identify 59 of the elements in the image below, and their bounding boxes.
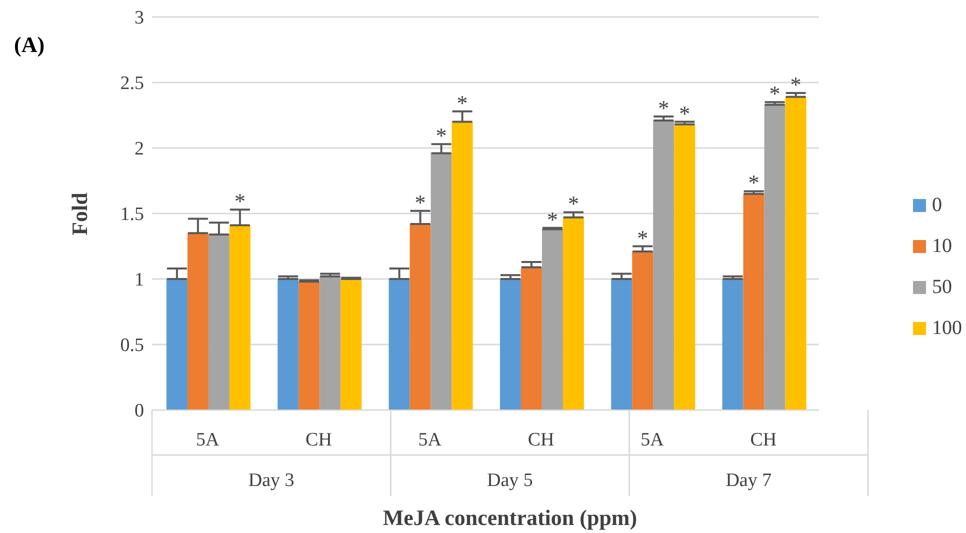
bar bbox=[743, 194, 764, 410]
x-tick-label: CH bbox=[750, 429, 777, 450]
data-label: * bbox=[414, 190, 426, 215]
data-label: * bbox=[436, 123, 447, 148]
data-label: * bbox=[748, 170, 760, 196]
bar bbox=[611, 279, 632, 410]
x-tick-label: CH bbox=[306, 429, 332, 450]
bar bbox=[298, 282, 320, 410]
data-label: * bbox=[658, 96, 670, 121]
data-label: * bbox=[679, 100, 690, 126]
bar bbox=[166, 279, 188, 410]
bar bbox=[764, 104, 786, 410]
y-axis-title: Fold bbox=[67, 192, 93, 235]
bar bbox=[187, 233, 208, 410]
bar bbox=[229, 225, 250, 410]
bar bbox=[500, 279, 521, 410]
data-label: * bbox=[637, 225, 648, 250]
bar bbox=[320, 276, 341, 410]
bar bbox=[278, 279, 299, 410]
data-label: * bbox=[456, 90, 468, 116]
text: Day 5 bbox=[486, 470, 534, 492]
bar bbox=[632, 251, 654, 410]
data-label: * bbox=[790, 72, 802, 97]
data-label: * bbox=[769, 81, 780, 106]
legend-label: 50 bbox=[932, 276, 952, 298]
y-tick-label: 2.5 bbox=[120, 73, 144, 94]
y-tick-label: 3 bbox=[134, 8, 144, 29]
legend-label: 0 bbox=[932, 194, 942, 216]
x-tick-label: 5A bbox=[418, 429, 442, 450]
data-label: * bbox=[234, 188, 246, 214]
bar bbox=[542, 229, 563, 410]
x-tick-label: 5A bbox=[640, 429, 664, 450]
y-tick-label: 1 bbox=[134, 270, 144, 291]
bar bbox=[388, 279, 410, 410]
bar bbox=[653, 120, 674, 410]
bar bbox=[674, 124, 696, 410]
bar bbox=[562, 217, 584, 410]
bar bbox=[208, 234, 230, 410]
text: Day 7 bbox=[724, 470, 773, 492]
legend-label: 100 bbox=[932, 316, 962, 340]
y-tick-label: 2 bbox=[134, 138, 144, 160]
y-tick-label: 1.5 bbox=[120, 204, 144, 226]
x-axis-title: MeJA concentration (ppm) bbox=[382, 505, 638, 531]
bar bbox=[785, 96, 806, 410]
bar bbox=[340, 279, 362, 410]
bar bbox=[520, 267, 542, 410]
bar bbox=[410, 224, 431, 410]
x-tick-label: CH bbox=[528, 429, 555, 450]
x-tick-label: 5A bbox=[196, 429, 220, 450]
bar bbox=[722, 279, 744, 410]
y-tick-label: 0.5 bbox=[120, 335, 144, 356]
bar bbox=[452, 122, 473, 410]
text: (A) bbox=[14, 32, 45, 58]
bar bbox=[430, 153, 452, 410]
data-label: * bbox=[568, 191, 579, 216]
text: Day 3 bbox=[247, 470, 296, 492]
data-label: * bbox=[546, 206, 558, 232]
y-tick-label: 0 bbox=[134, 400, 144, 422]
legend-label: 10 bbox=[932, 234, 952, 258]
